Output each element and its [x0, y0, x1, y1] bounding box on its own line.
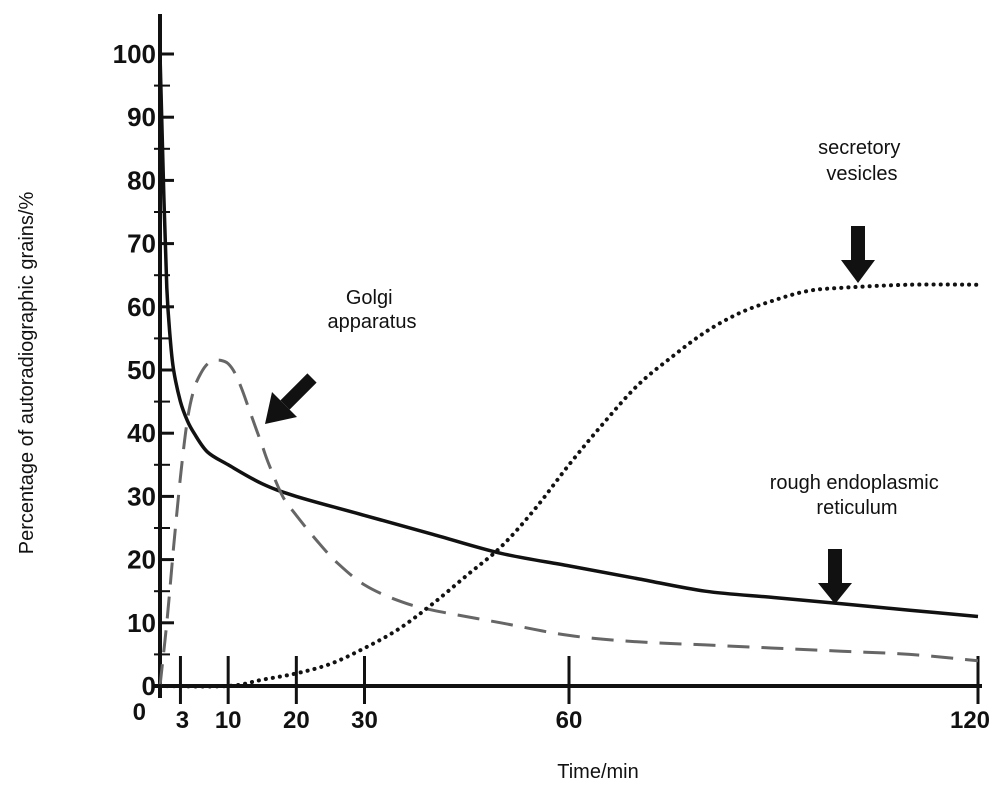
y-tick-label: 80	[127, 165, 156, 195]
series-rough-endoplasmic-reticulum	[158, 53, 979, 619]
y-tick-label: 70	[127, 229, 156, 259]
y-tick-label: 40	[127, 418, 156, 448]
y-tick-label: 60	[127, 292, 156, 322]
x-tick-label: 30	[351, 707, 378, 734]
y-axis-title: Percentage of autoradiographic grains/%	[16, 192, 38, 555]
x-axis-title: Time/min	[557, 761, 638, 783]
annotation-golgi-line-2: apparatus	[328, 311, 417, 333]
y-tick-label: 90	[127, 102, 156, 132]
y-tick-label: 20	[127, 545, 156, 575]
x-tick-label: 60	[556, 707, 583, 734]
annotation-secretory-line-2: vesicles	[826, 163, 897, 185]
annotation-rough-er-line-1: rough endoplasmic	[770, 472, 939, 494]
annotation-golgi-line-1: Golgi	[346, 287, 393, 309]
x-tick-label: 20	[283, 707, 310, 734]
series-secretory-vesicles	[158, 282, 980, 689]
y-tick-label: 30	[127, 481, 156, 511]
golgi-arrow-icon	[265, 373, 317, 424]
x-tick-label: 3	[176, 707, 189, 734]
annotation-secretory-line-1: secretory	[818, 137, 900, 159]
y-tick-label: 0	[142, 671, 156, 701]
y-tick-label: 10	[127, 608, 156, 638]
y-tick-label: 100	[113, 39, 156, 69]
series-group	[158, 53, 980, 689]
annotation-rough-er: rough endoplasmic reticulum	[770, 472, 945, 604]
annotation-secretory-vesicles: secretory vesicles	[818, 137, 906, 283]
svg-text:Golgi apparatus: Golgi apparatus	[328, 287, 417, 333]
series-golgi-apparatus	[158, 358, 979, 687]
x-tick-label: 120	[950, 707, 990, 734]
y-tick-label: 50	[127, 355, 156, 385]
annotation-golgi: Golgi apparatus	[265, 287, 416, 424]
x-tick-label: 10	[215, 707, 242, 734]
x-tick-label: 0	[133, 699, 146, 726]
x-ticks: 0 3 10 20 30 60 120	[133, 656, 990, 734]
secretory-arrow-icon	[841, 226, 875, 283]
rough-er-arrow-icon	[818, 549, 852, 604]
svg-text:secretory vesicles: secretory vesicles	[818, 137, 906, 185]
y-ticks: 0 10 20 30 40 50 60 70 80 90 100	[113, 39, 174, 701]
svg-text:rough endoplasmic reticu: rough endoplasmic reticulum	[770, 472, 945, 519]
annotation-rough-er-line-2: reticulum	[816, 497, 897, 519]
